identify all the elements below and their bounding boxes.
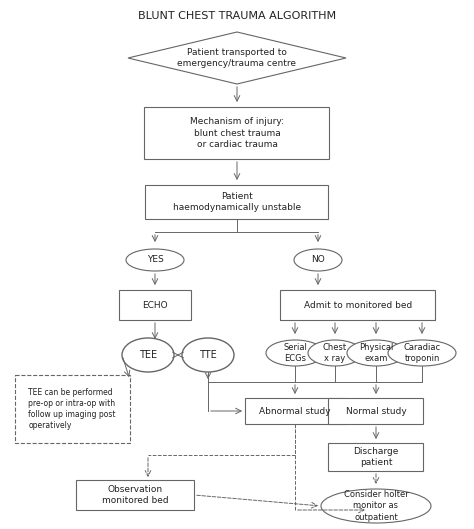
Text: Consider holter
monitor as
outpatient: Consider holter monitor as outpatient xyxy=(344,490,409,522)
Text: Caradiac
troponin: Caradiac troponin xyxy=(403,343,440,363)
Ellipse shape xyxy=(347,340,405,366)
Text: Serial
ECGs: Serial ECGs xyxy=(283,343,307,363)
FancyBboxPatch shape xyxy=(328,443,423,471)
Ellipse shape xyxy=(294,249,342,271)
Text: Discharge
patient: Discharge patient xyxy=(353,447,399,467)
Ellipse shape xyxy=(321,489,431,523)
Ellipse shape xyxy=(122,338,174,372)
Polygon shape xyxy=(128,32,346,84)
Text: Normal study: Normal study xyxy=(346,406,406,415)
Text: BLUNT CHEST TRAUMA ALGORITHM: BLUNT CHEST TRAUMA ALGORITHM xyxy=(138,11,336,21)
Text: TEE: TEE xyxy=(139,350,157,360)
Text: Observation
monitored bed: Observation monitored bed xyxy=(102,485,168,505)
Ellipse shape xyxy=(182,338,234,372)
Text: Abnormal study: Abnormal study xyxy=(259,406,331,415)
FancyBboxPatch shape xyxy=(328,398,423,424)
Ellipse shape xyxy=(126,249,184,271)
Text: ECHO: ECHO xyxy=(142,300,168,309)
Text: Admit to monitored bed: Admit to monitored bed xyxy=(304,300,412,309)
Text: Chest
x ray: Chest x ray xyxy=(323,343,347,363)
Text: Physical
exam: Physical exam xyxy=(359,343,393,363)
FancyBboxPatch shape xyxy=(119,290,191,320)
FancyBboxPatch shape xyxy=(281,290,436,320)
Ellipse shape xyxy=(308,340,362,366)
Text: Mechanism of injury:
blunt chest trauma
or cardiac trauma: Mechanism of injury: blunt chest trauma … xyxy=(190,117,284,149)
Text: NO: NO xyxy=(311,256,325,264)
FancyBboxPatch shape xyxy=(146,185,328,219)
FancyBboxPatch shape xyxy=(76,480,194,510)
Ellipse shape xyxy=(388,340,456,366)
Text: Patient transported to
emergency/trauma centre: Patient transported to emergency/trauma … xyxy=(177,48,297,68)
FancyBboxPatch shape xyxy=(145,107,329,159)
Text: TEE can be performed
pre-op or intra-op with
follow up imaging post
operatively: TEE can be performed pre-op or intra-op … xyxy=(28,388,116,430)
FancyBboxPatch shape xyxy=(15,375,130,443)
Text: TTE: TTE xyxy=(199,350,217,360)
Text: YES: YES xyxy=(146,256,164,264)
Text: Patient
haemodynamically unstable: Patient haemodynamically unstable xyxy=(173,192,301,212)
Ellipse shape xyxy=(266,340,324,366)
FancyBboxPatch shape xyxy=(245,398,345,424)
